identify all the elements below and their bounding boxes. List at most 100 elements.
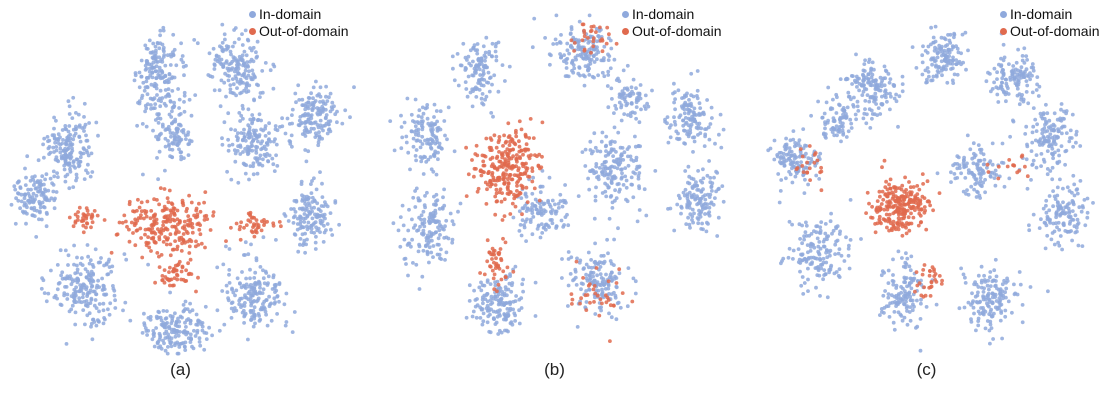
in-domain-point bbox=[897, 94, 902, 99]
in-domain-point bbox=[154, 59, 159, 64]
in-domain-point bbox=[944, 63, 949, 68]
in-domain-point bbox=[307, 225, 312, 230]
in-domain-point bbox=[1045, 167, 1050, 171]
in-domain-point bbox=[1001, 73, 1006, 78]
in-domain-point bbox=[625, 88, 630, 92]
in-domain-point bbox=[468, 48, 473, 53]
in-domain-point bbox=[310, 108, 315, 113]
in-domain-point bbox=[998, 318, 1003, 323]
in-domain-point bbox=[154, 76, 159, 81]
in-domain-point bbox=[147, 69, 152, 74]
in-domain-point bbox=[598, 272, 603, 277]
in-domain-point bbox=[229, 177, 234, 182]
in-domain-point bbox=[239, 113, 244, 118]
in-domain-point bbox=[252, 286, 257, 290]
in-domain-point bbox=[452, 78, 457, 83]
in-domain-point bbox=[584, 289, 588, 293]
in-domain-point bbox=[980, 310, 985, 315]
in-domain-point bbox=[277, 282, 282, 287]
in-domain-point bbox=[1039, 217, 1043, 222]
in-domain-point bbox=[626, 163, 631, 168]
in-domain-point bbox=[1037, 226, 1042, 231]
in-domain-point bbox=[435, 119, 439, 124]
out-of-domain-point bbox=[606, 279, 611, 284]
in-domain-point bbox=[261, 235, 266, 240]
in-domain-point bbox=[1018, 69, 1023, 74]
in-domain-point bbox=[61, 138, 65, 142]
in-domain-point bbox=[153, 44, 158, 49]
in-domain-point bbox=[1013, 67, 1018, 72]
in-domain-point bbox=[421, 111, 426, 116]
out-of-domain-point bbox=[127, 239, 132, 244]
in-domain-point bbox=[699, 203, 704, 208]
out-of-domain-point bbox=[277, 220, 282, 224]
out-of-domain-point bbox=[190, 225, 195, 230]
out-of-domain-point bbox=[211, 210, 216, 215]
in-domain-point bbox=[168, 99, 173, 103]
in-domain-point bbox=[207, 51, 212, 56]
in-domain-point bbox=[689, 71, 694, 76]
in-domain-point bbox=[316, 125, 321, 130]
in-domain-point bbox=[477, 88, 482, 92]
in-domain-point bbox=[1016, 78, 1021, 82]
in-domain-point bbox=[1025, 186, 1030, 191]
in-domain-point bbox=[432, 115, 436, 119]
in-domain-cluster bbox=[560, 226, 638, 329]
in-domain-point bbox=[420, 142, 425, 146]
in-domain-point bbox=[143, 68, 148, 72]
out-of-domain-point bbox=[125, 224, 129, 229]
in-domain-point bbox=[82, 115, 86, 119]
out-of-domain-point bbox=[515, 193, 520, 198]
in-domain-point bbox=[437, 207, 442, 211]
in-domain-point bbox=[69, 150, 74, 155]
in-domain-point bbox=[475, 48, 480, 53]
out-of-domain-point bbox=[520, 172, 525, 177]
in-domain-point bbox=[309, 182, 313, 187]
out-of-domain-point bbox=[501, 144, 505, 148]
in-domain-point bbox=[152, 344, 157, 349]
in-domain-point bbox=[921, 44, 925, 49]
out-of-domain-point bbox=[92, 209, 97, 213]
in-domain-point bbox=[1019, 65, 1024, 70]
in-domain-cluster bbox=[957, 257, 1050, 346]
in-domain-point bbox=[186, 132, 190, 137]
in-domain-point bbox=[920, 60, 925, 65]
in-domain-point bbox=[923, 68, 928, 73]
in-domain-point bbox=[617, 271, 622, 276]
in-domain-point bbox=[230, 287, 235, 292]
in-domain-point bbox=[254, 282, 258, 287]
in-domain-point bbox=[58, 302, 63, 307]
in-domain-point bbox=[1030, 130, 1035, 135]
out-of-domain-point bbox=[588, 300, 592, 305]
in-domain-point bbox=[413, 97, 418, 102]
in-domain-point bbox=[1024, 67, 1029, 72]
in-domain-point bbox=[627, 145, 631, 149]
in-domain-point bbox=[300, 97, 305, 102]
in-domain-point bbox=[986, 294, 990, 298]
in-domain-point bbox=[609, 194, 614, 198]
in-domain-point bbox=[587, 73, 592, 77]
in-domain-point bbox=[318, 118, 323, 123]
in-domain-point bbox=[254, 148, 258, 153]
in-domain-point bbox=[296, 249, 301, 254]
out-of-domain-point bbox=[255, 222, 259, 226]
in-domain-point bbox=[691, 116, 695, 121]
in-domain-point bbox=[1076, 221, 1081, 226]
out-of-domain-point bbox=[527, 174, 532, 179]
in-domain-point bbox=[975, 300, 980, 305]
in-domain-point bbox=[157, 65, 162, 70]
in-domain-point bbox=[164, 329, 169, 334]
in-domain-point bbox=[53, 140, 57, 145]
out-of-domain-point bbox=[172, 283, 176, 288]
in-domain-point bbox=[480, 92, 485, 96]
out-of-domain-point bbox=[224, 239, 228, 244]
in-domain-point bbox=[481, 301, 485, 306]
in-domain-point bbox=[631, 159, 636, 163]
in-domain-point bbox=[894, 99, 899, 104]
out-of-domain-point bbox=[501, 269, 506, 274]
in-domain-point bbox=[268, 302, 272, 307]
in-domain-point bbox=[254, 55, 259, 60]
in-domain-point bbox=[868, 70, 873, 74]
out-of-domain-point bbox=[163, 227, 168, 231]
in-domain-point bbox=[901, 297, 906, 302]
